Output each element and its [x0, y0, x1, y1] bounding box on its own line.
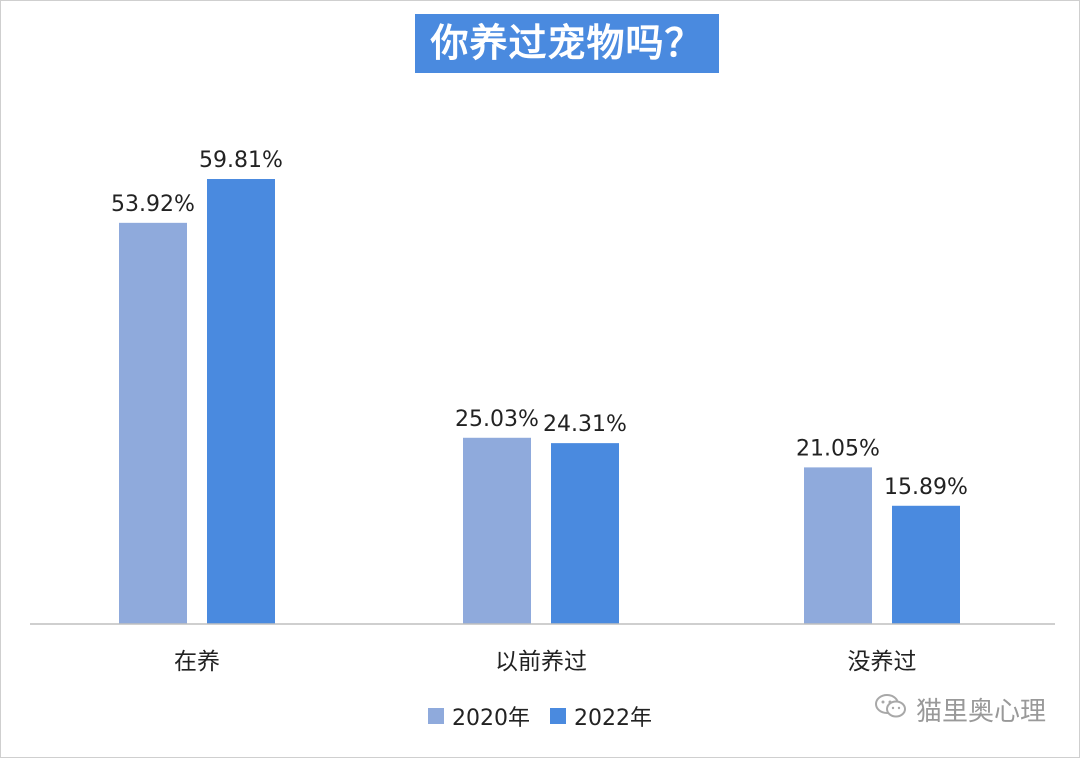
data-label: 15.89%: [884, 475, 968, 500]
legend-item-2020: 2020年: [428, 700, 530, 732]
data-label: 25.03%: [455, 407, 539, 432]
legend-item-2022: 2022年: [550, 700, 652, 732]
category-label: 没养过: [848, 649, 917, 675]
chart-legend: 2020年 2022年: [0, 700, 1080, 732]
legend-swatch-2020: [428, 708, 444, 724]
data-label: 53.92%: [111, 192, 195, 217]
bar-没养过-2022年: [892, 505, 960, 624]
bar-chart: 53.92%59.81% 在养 25.03% 24.31% 以前养过 21.05%15.8…: [30, 148, 1055, 675]
chart-title: 你养过宠物吗？: [415, 14, 719, 73]
category-label: 以前养过: [495, 649, 587, 675]
data-label: 59.81%: [199, 148, 283, 173]
category-label: 在养: [174, 649, 220, 675]
wechat-icon: [874, 692, 908, 727]
legend-swatch-2022: [550, 708, 566, 724]
data-label: 21.05%: [796, 436, 880, 461]
bar-在养-2020年: [119, 222, 187, 624]
data-label: 24.31%: [543, 412, 627, 437]
legend-label-2022: 2022年: [574, 706, 652, 731]
bar-以前养过-2022年: [551, 443, 619, 624]
watermark-text: 猫里奥心理: [915, 697, 1046, 727]
watermark: 猫里奥心理: [874, 691, 1046, 728]
bar-没养过-2020年: [804, 467, 872, 624]
legend-label-2020: 2020年: [452, 706, 530, 731]
bar-在养-2022年: [207, 179, 275, 624]
bar-以前养过-2020年: [463, 437, 531, 624]
